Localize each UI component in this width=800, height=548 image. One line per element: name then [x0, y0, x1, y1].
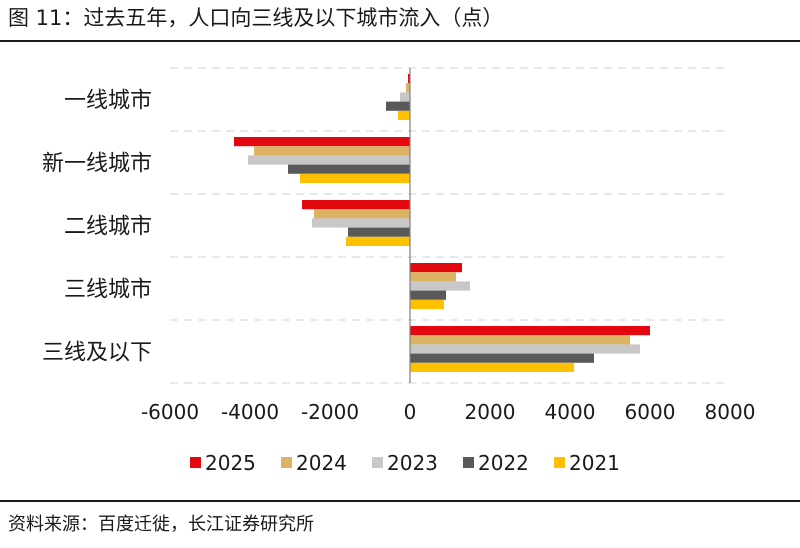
bar-2021	[410, 299, 444, 309]
legend-label: 2021	[569, 451, 620, 475]
source-note: 资料来源：百度迁徙，长江证券研究所	[8, 514, 314, 535]
bar-2022	[410, 290, 446, 300]
bar-2021	[410, 362, 574, 372]
bar-2024	[254, 146, 410, 156]
bar-2023	[410, 281, 470, 291]
bar-2025	[410, 326, 650, 336]
bar-2023	[248, 155, 410, 165]
legend-label: 2023	[387, 451, 438, 475]
x-tick-label: 8000	[705, 400, 756, 424]
bars	[234, 74, 650, 372]
x-tick-label: 0	[404, 400, 417, 424]
x-tick-label: -2000	[301, 400, 359, 424]
bar-2024	[410, 335, 630, 345]
bar-2025	[408, 74, 410, 84]
bar-2022	[348, 227, 410, 237]
category-label: 一线城市	[64, 89, 152, 114]
figure-title: 图 11：过去五年，人口向三线及以下城市流入（点）	[8, 6, 504, 30]
bar-2021	[300, 173, 410, 183]
category-label: 二线城市	[64, 215, 152, 240]
category-label: 新一线城市	[42, 152, 152, 177]
bar-2023	[400, 92, 410, 102]
x-tick-label: -4000	[221, 400, 279, 424]
legend: 2025 2024 2023 2022 2021	[190, 451, 620, 475]
bar-2024	[406, 83, 410, 93]
bar-2022	[386, 101, 410, 111]
legend-label: 2024	[296, 451, 347, 475]
category-label: 三线及以下	[42, 341, 152, 366]
legend-swatch-2021	[554, 457, 565, 468]
x-tick-label: -6000	[141, 400, 199, 424]
bar-2025	[302, 200, 410, 210]
x-tick-label: 6000	[625, 400, 676, 424]
bar-2025	[234, 137, 410, 147]
bar-2025	[410, 263, 462, 273]
tick-labels: -6000 -4000 -2000 0 2000 4000 6000 8000	[141, 400, 756, 424]
gridlines	[170, 67, 730, 384]
x-tick-label: 4000	[545, 400, 596, 424]
bar-2022	[288, 164, 410, 174]
bar-2023	[312, 218, 410, 228]
x-tick-label: 2000	[465, 400, 516, 424]
legend-label: 2025	[205, 451, 256, 475]
legend-swatch-2025	[190, 457, 201, 468]
bar-2021	[346, 236, 410, 246]
bar-2024	[410, 272, 456, 282]
legend-swatch-2024	[281, 457, 292, 468]
bottom-divider	[0, 500, 800, 502]
category-label: 三线城市	[64, 278, 152, 303]
bar-2024	[314, 209, 410, 219]
bar-2022	[410, 353, 594, 363]
bar-2023	[410, 344, 640, 354]
bar-2021	[398, 110, 410, 120]
legend-swatch-2022	[463, 457, 474, 468]
legend-swatch-2023	[372, 457, 383, 468]
top-divider	[0, 40, 800, 42]
legend-label: 2022	[478, 451, 529, 475]
